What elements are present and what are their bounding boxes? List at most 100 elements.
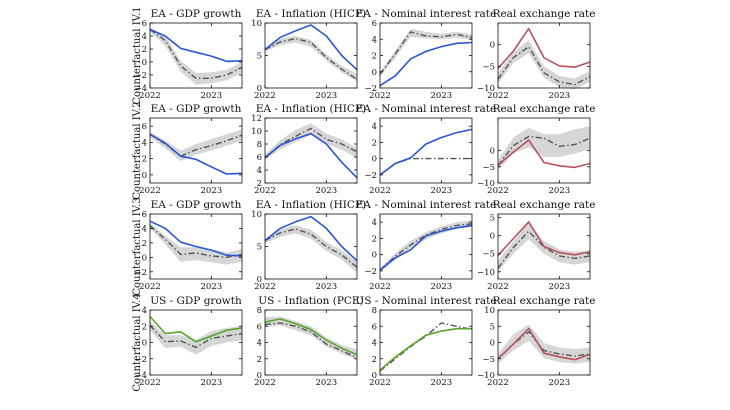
y-tick-label: 5: [490, 214, 495, 224]
counterfactual-line: [379, 223, 473, 271]
counterfactual-line: [264, 37, 358, 81]
x-tick-label: 2022: [254, 282, 276, 292]
y-tick-label: 8: [372, 306, 377, 316]
panel-title: EA - Inflation (HICP): [256, 8, 366, 20]
y-tick-label: 2: [257, 179, 262, 189]
x-tick-label: 2023: [316, 282, 338, 292]
counterfactual-line: [264, 228, 358, 268]
counterfactual-line: [497, 230, 591, 269]
panel-r3-c3: EA - Nominal interest rate 4 2 0 −2 2022 2023: [356, 199, 496, 292]
y-tick-label: 0: [490, 232, 495, 242]
counterfactual-line: [379, 322, 473, 372]
x-tick-label: 2023: [549, 378, 571, 388]
confidence-band: [498, 223, 590, 272]
y-tick-label: 5: [257, 52, 262, 62]
confidence-band: [265, 123, 357, 160]
confidence-band: [380, 28, 472, 77]
y-tick-label: 2: [142, 45, 147, 55]
y-tick-label: 0: [372, 371, 377, 381]
y-tick-label: 2: [142, 239, 147, 249]
panel-title: US - GDP growth: [150, 295, 242, 307]
y-tick-label: 0: [257, 371, 262, 381]
panel-title: EA - GDP growth: [151, 103, 242, 115]
y-tick-label: 6: [372, 322, 377, 332]
axes-box: [149, 22, 243, 89]
y-tick-label: 0: [257, 84, 262, 94]
panel-title: EA - Nominal interest rate: [356, 8, 496, 20]
y-tick-label: 0: [372, 68, 377, 78]
panel-title: US - Nominal interest rate: [355, 295, 496, 307]
y-tick-label: 2: [142, 155, 147, 165]
x-tick-label: 2023: [201, 186, 223, 196]
counterfactual-line: [149, 225, 243, 258]
panel-title: EA - Inflation (HICP): [256, 103, 366, 115]
y-tick-label: 4: [372, 35, 377, 45]
confidence-band: [265, 316, 357, 360]
confidence-band: [150, 321, 242, 355]
x-tick-label: 2023: [549, 282, 571, 292]
x-tick-label: 2022: [369, 186, 391, 196]
y-tick-label: −10: [477, 268, 495, 278]
x-tick-label: 2023: [431, 378, 453, 388]
row-label-2: Counterfactual IV.2: [132, 101, 143, 199]
y-tick-label: 6: [142, 19, 147, 29]
y-tick-label: 5: [257, 243, 262, 253]
x-tick-label: 2023: [201, 282, 223, 292]
panel-title: EA - GDP growth: [151, 199, 242, 211]
x-tick-label: 2023: [316, 378, 338, 388]
y-tick-label: 10: [484, 306, 495, 316]
x-tick-label: 2022: [487, 378, 509, 388]
baseline-line: [497, 27, 591, 70]
y-tick-label: 12: [251, 114, 262, 124]
x-tick-label: 2022: [139, 282, 161, 292]
baseline-line: [497, 139, 591, 169]
x-tick-label: 2022: [254, 378, 276, 388]
axes-box: [497, 213, 591, 280]
y-tick-label: −2: [364, 171, 377, 181]
x-tick-label: 2022: [369, 91, 391, 101]
confidence-band: [150, 129, 242, 162]
x-tick-label: 2022: [369, 282, 391, 292]
y-tick-label: −5: [482, 62, 495, 72]
baseline-line: [264, 215, 358, 262]
counterfactual-line: [149, 324, 243, 349]
y-tick-label: 0: [490, 41, 495, 51]
confidence-band: [380, 220, 472, 273]
y-tick-label: 0: [142, 171, 147, 181]
y-tick-label: 4: [257, 339, 262, 349]
y-tick-label: 10: [251, 127, 262, 137]
y-tick-label: 10: [251, 19, 262, 29]
y-tick-label: 2: [142, 322, 147, 332]
y-tick-label: 6: [372, 19, 377, 29]
axes-box: [497, 22, 591, 89]
confidence-band: [150, 222, 242, 265]
confidence-band: [265, 36, 357, 82]
x-tick-label: 2023: [431, 282, 453, 292]
confidence-band: [265, 225, 357, 273]
baseline-line: [264, 24, 358, 71]
y-tick-label: −5: [482, 355, 495, 365]
axes-box: [264, 117, 358, 184]
y-tick-label: 6: [257, 322, 262, 332]
x-tick-label: 2023: [549, 186, 571, 196]
y-tick-label: 4: [372, 218, 377, 228]
row-label-1: Counterfactual IV.1: [132, 6, 143, 104]
y-tick-label: 4: [142, 224, 147, 234]
y-tick-label: −2: [364, 267, 377, 277]
y-tick-label: −10: [477, 179, 495, 189]
counterfactual-line: [497, 135, 591, 166]
y-tick-label: −2: [134, 71, 147, 81]
y-tick-label: 6: [257, 153, 262, 163]
row-label-4: Counterfactual IV.4: [132, 293, 143, 391]
panel-r3-c4: Real exchange rate 5 0 −5 −10 2022 2023: [477, 199, 595, 292]
x-tick-label: 2022: [487, 91, 509, 101]
axes-box: [264, 22, 358, 89]
baseline-line: [149, 28, 243, 63]
y-tick-label: 0: [142, 339, 147, 349]
counterfactual-line: [149, 28, 243, 80]
panel-title: Real exchange rate: [493, 295, 596, 307]
